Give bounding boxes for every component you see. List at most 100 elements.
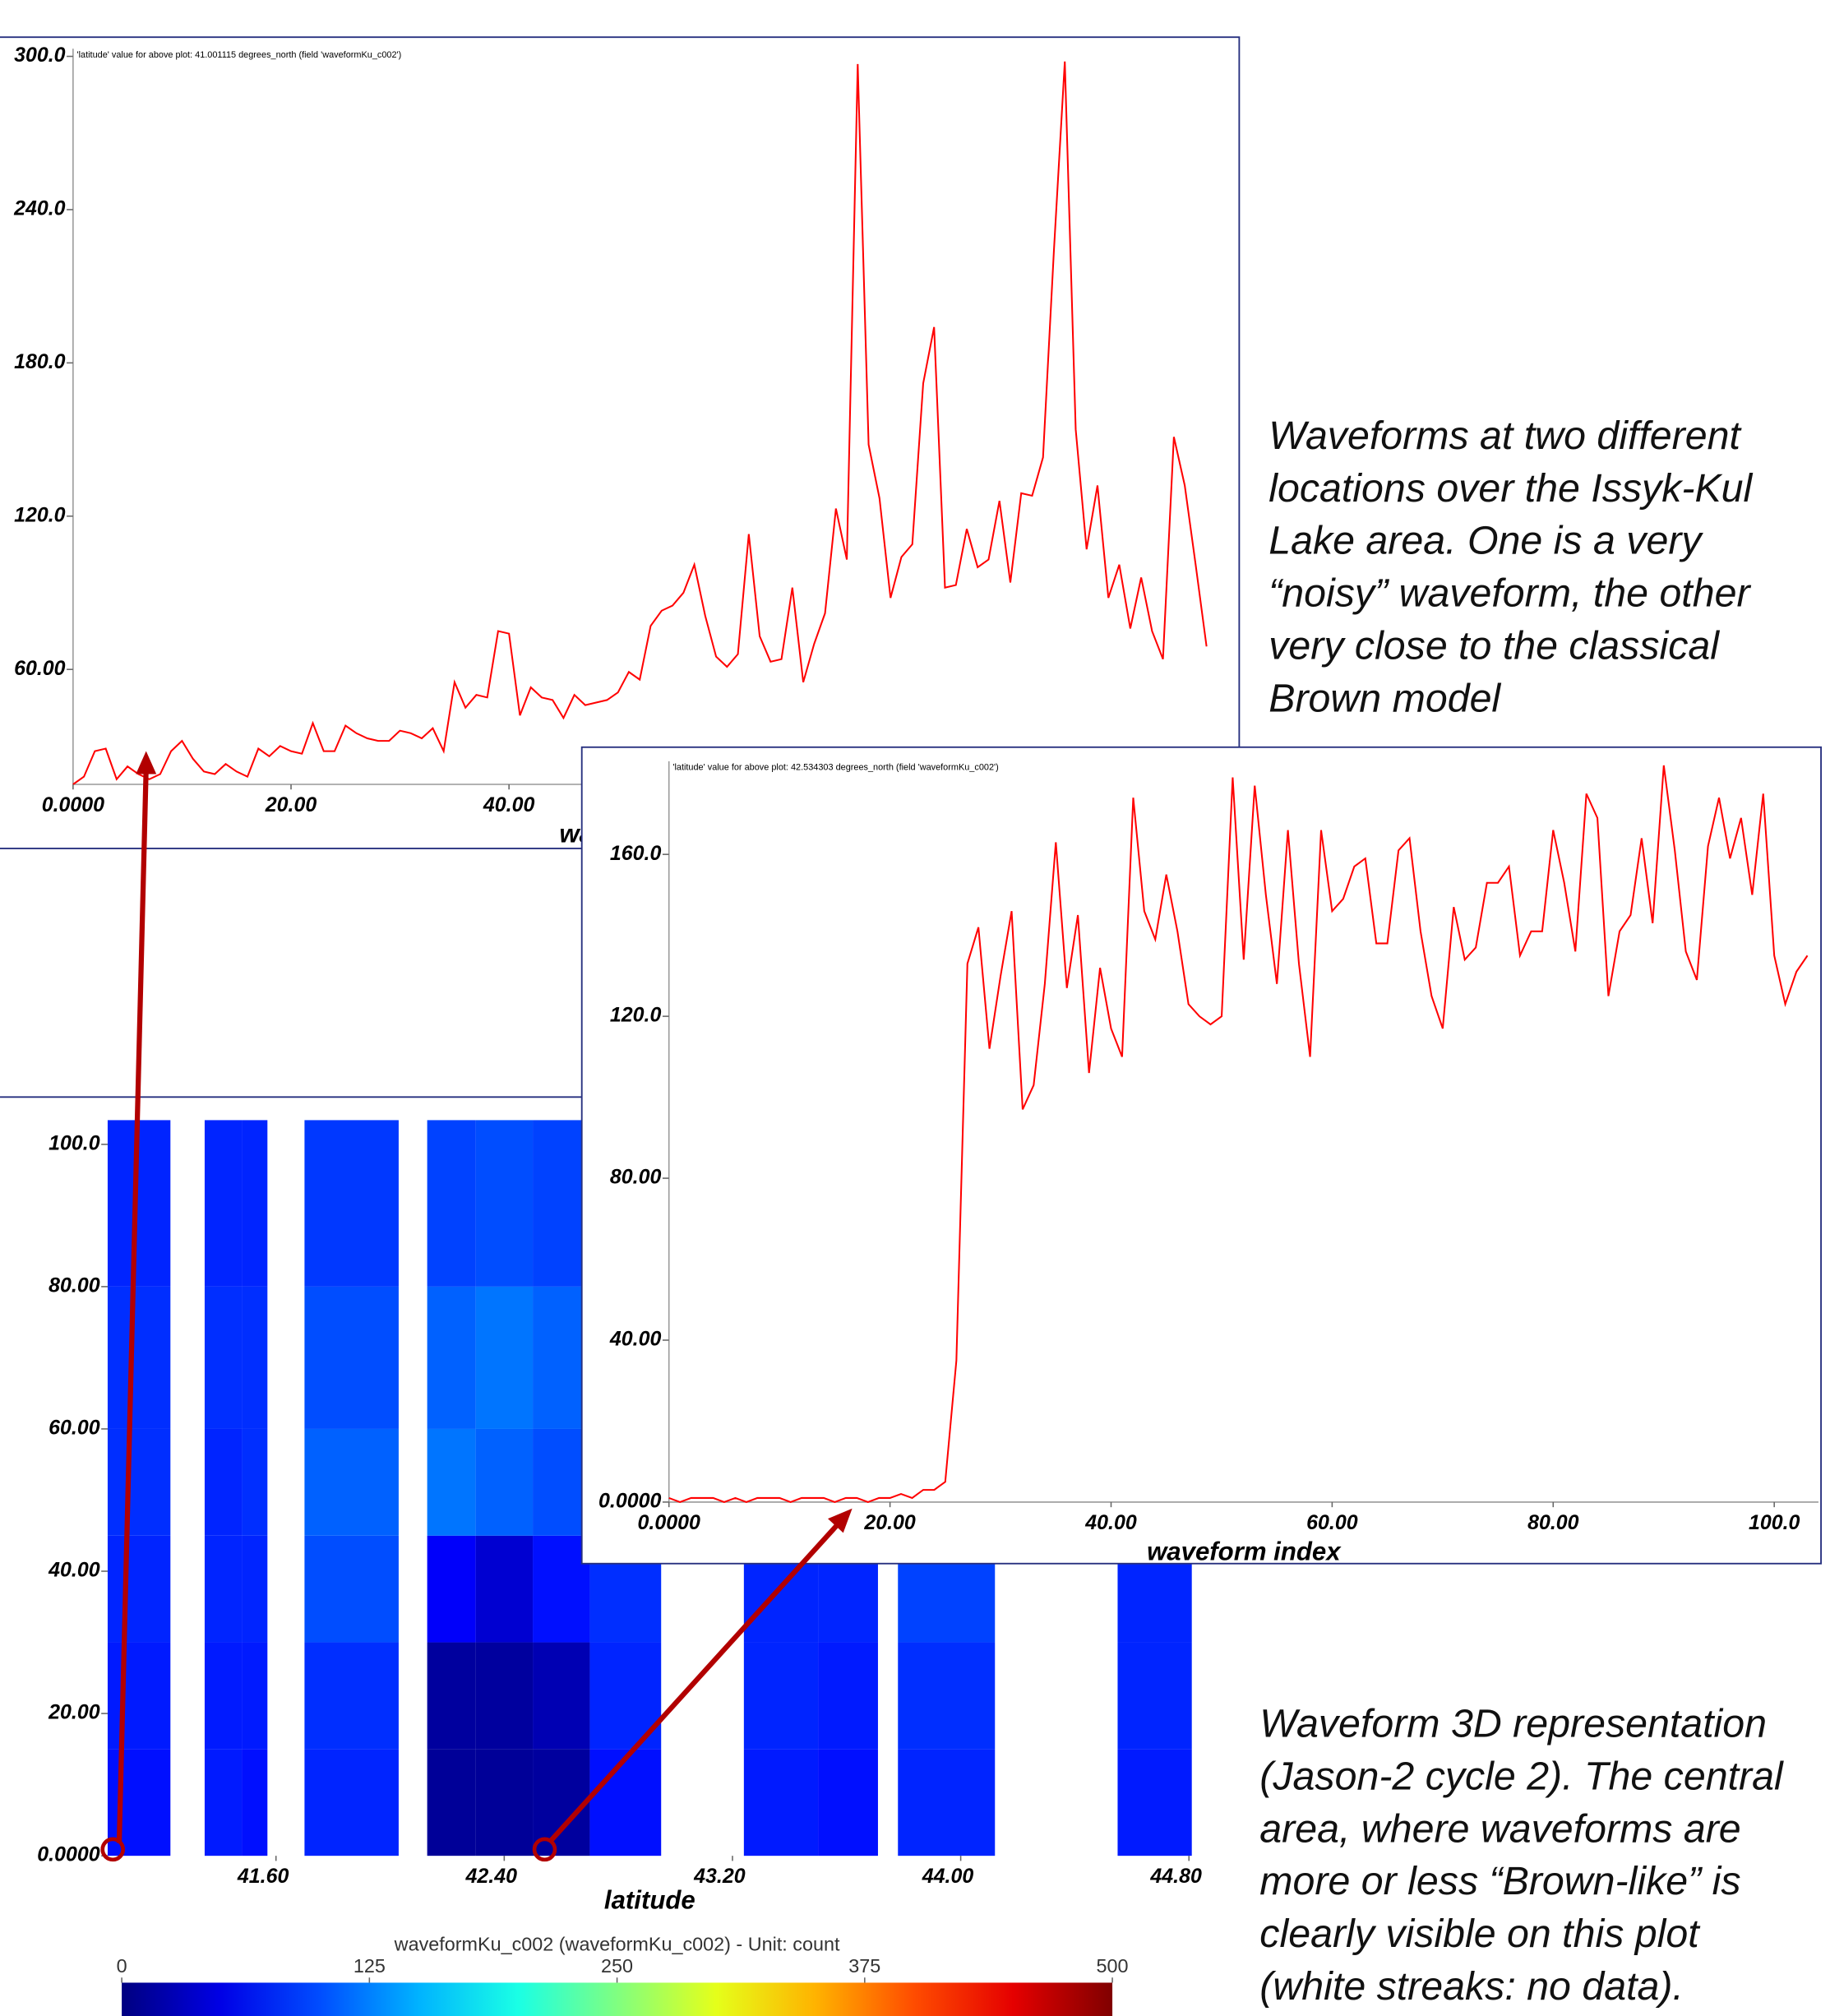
heatmap-cell <box>898 1642 996 1750</box>
heatmap-cell <box>1117 1749 1192 1856</box>
panel-noisy: 'latitude' value for above plot: 41.0011… <box>0 36 1241 849</box>
y-tick-label: 40.00 <box>48 1559 100 1582</box>
x-tick-label: 100.0 <box>1749 1511 1800 1534</box>
heatmap-cell <box>107 1642 171 1750</box>
y-tick-label: 120.0 <box>14 503 66 526</box>
heatmap-cell <box>204 1535 243 1643</box>
y-tick-label: 180.0 <box>14 350 66 373</box>
heatmap-cell <box>304 1286 399 1429</box>
heatmap-cell <box>427 1749 476 1856</box>
x-tick-label: 43.20 <box>693 1865 746 1888</box>
x-axis-label: latitude <box>604 1886 695 1915</box>
waveform-line <box>72 61 1208 785</box>
heatmap-cell <box>533 1642 590 1750</box>
heatmap-cell <box>304 1535 399 1643</box>
arrow <box>116 769 149 1843</box>
arrow-head <box>136 751 157 774</box>
heatmap-cell <box>107 1428 171 1536</box>
heatmap-cell <box>427 1428 476 1536</box>
heatmap-cell <box>533 1286 590 1429</box>
y-tick-label: 80.00 <box>610 1166 662 1189</box>
heatmap-cell <box>242 1428 268 1536</box>
annotation: 'latitude' value for above plot: 42.5343… <box>672 763 998 773</box>
heatmap-cell <box>1117 1642 1192 1750</box>
captions: Waveforms at two different locations over… <box>1259 414 1784 2009</box>
panel-frame <box>580 746 1823 1565</box>
heatmap-cell <box>242 1535 268 1643</box>
heatmap-cell <box>427 1642 476 1750</box>
arrow-head <box>828 1508 853 1533</box>
x-tick-label: 44.80 <box>1149 1865 1202 1888</box>
x-tick-label: 20.00 <box>863 1511 916 1534</box>
heatmap-cell <box>427 1535 476 1643</box>
x-tick-label: 42.40 <box>465 1865 518 1888</box>
caption-line: (white streaks: no data). <box>1259 1964 1684 2009</box>
panel-frame <box>0 36 1241 849</box>
panel-brown: 'latitude' value for above plot: 42.5343… <box>580 746 1823 1566</box>
caption-line: clearly visible on this plot <box>1259 1912 1701 1956</box>
caption-line: “noisy” waveform, the other <box>1269 571 1751 616</box>
x-tick-label: 80.00 <box>1527 1511 1579 1534</box>
heatmap-cell <box>475 1120 534 1287</box>
x-tick-label: 0.0000 <box>42 793 104 816</box>
colorbar <box>122 1982 1113 2016</box>
y-tick-label: 240.0 <box>13 197 66 220</box>
x-tick-label: 41.60 <box>237 1865 289 1888</box>
heatmap-cell <box>743 1642 819 1750</box>
heatmap-cell <box>818 1642 878 1750</box>
x-tick-label: 20.00 <box>265 793 317 816</box>
heatmap-cell <box>743 1749 819 1856</box>
x-tick-label: 0.0000 <box>638 1511 700 1534</box>
marker-circle <box>532 1837 557 1862</box>
heatmap-cell <box>304 1428 399 1536</box>
heatmap-cell <box>204 1286 243 1429</box>
caption-line: Waveforms at two different <box>1269 414 1742 458</box>
heatmap-cell <box>204 1642 243 1750</box>
y-tick-label: 60.00 <box>14 657 66 680</box>
heatmap-cell <box>107 1286 171 1429</box>
heatmap-cell <box>242 1749 268 1856</box>
x-tick-label: 44.00 <box>922 1865 974 1888</box>
x-axis-label: waveform index <box>1147 1537 1342 1566</box>
heatmap-cell <box>107 1535 171 1643</box>
x-tick-label: 40.00 <box>483 793 535 816</box>
heatmap-cell <box>304 1749 399 1856</box>
y-tick-label: 80.00 <box>49 1274 100 1297</box>
heatmap-cell <box>589 1749 662 1856</box>
heatmap-cell <box>204 1749 243 1856</box>
heatmap-cell <box>475 1286 534 1429</box>
heatmap-cell <box>204 1428 243 1536</box>
arrows <box>100 751 853 1862</box>
caption-line: (Jason-2 cycle 2). The central <box>1259 1754 1784 1798</box>
heatmap-cell <box>242 1286 268 1429</box>
y-tick-label: 100.0 <box>49 1131 100 1154</box>
heatmap-cell <box>304 1642 399 1750</box>
heatmap-cell <box>533 1535 590 1643</box>
colorbar-tick-label: 250 <box>601 1955 633 1977</box>
heatmap-cell <box>427 1120 476 1287</box>
heatmap-cell <box>475 1642 534 1750</box>
heatmap-cell <box>204 1120 243 1287</box>
colorbar-tick-label: 375 <box>848 1955 880 1977</box>
heatmap-cell <box>427 1286 476 1429</box>
y-tick-label: 300.0 <box>14 44 66 67</box>
y-tick-label: 0.0000 <box>598 1490 661 1513</box>
heatmap-cell <box>475 1535 534 1643</box>
x-tick-label: 60.00 <box>1306 1511 1358 1534</box>
y-tick-label: 160.0 <box>610 842 662 865</box>
y-tick-label: 40.00 <box>609 1328 662 1351</box>
caption-line: very close to the classical <box>1269 624 1720 668</box>
y-tick-label: 120.0 <box>610 1004 662 1027</box>
colorbar-title: waveformKu_c002 (waveformKu_c002) - Unit… <box>394 1933 840 1954</box>
colorbar-tick-label: 0 <box>117 1955 127 1977</box>
caption-line: more or less “Brown-like” is <box>1259 1859 1740 1903</box>
annotation: 'latitude' value for above plot: 41.0011… <box>77 50 402 60</box>
y-tick-label: 0.0000 <box>37 1843 99 1866</box>
heatmap-cell <box>475 1428 534 1536</box>
heatmap-cell <box>475 1749 534 1856</box>
colorbar-tick-label: 500 <box>1097 1955 1129 1977</box>
heatmap-cell <box>533 1120 590 1287</box>
caption-line: locations over the Issyk-Kul <box>1269 466 1753 511</box>
marker-circle <box>100 1837 125 1862</box>
